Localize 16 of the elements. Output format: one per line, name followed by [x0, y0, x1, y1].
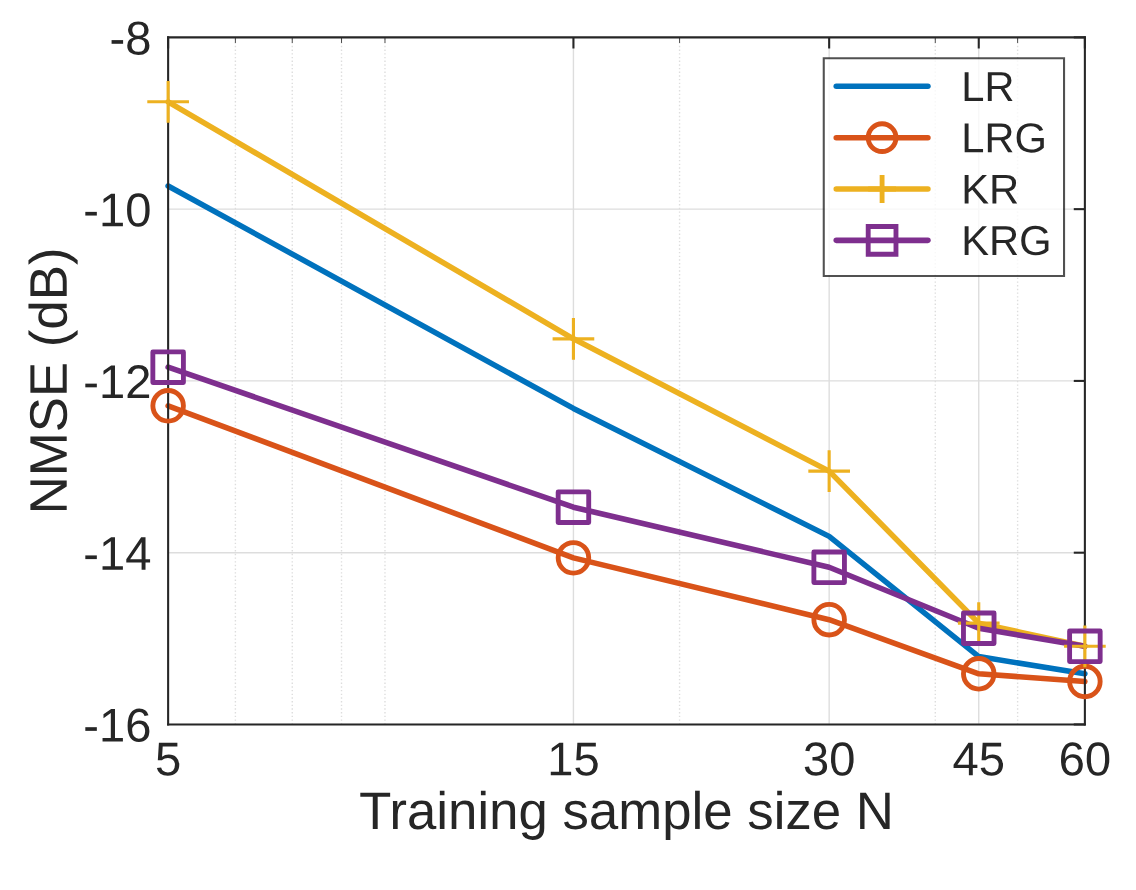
y-tick-label: -16	[85, 708, 150, 743]
y-tick-label: -8	[111, 21, 150, 55]
x-tick-label: 30	[804, 742, 854, 776]
legend-label: KRG	[964, 225, 1049, 256]
x-tick-label: 60	[1061, 742, 1110, 776]
y-tick-label: -10	[85, 193, 150, 227]
legend-label: KR	[964, 174, 1018, 204]
y-tick-label: -12	[85, 365, 150, 399]
legend-label: LR	[964, 72, 1013, 101]
x-tick-label: 5	[156, 742, 180, 776]
y-axis-title: NMSE (dB)	[28, 250, 78, 511]
y-tick-label: -14	[85, 537, 151, 570]
x-axis-title: Training sample size N	[360, 790, 890, 840]
x-tick-label: 45	[953, 742, 1004, 776]
x-tick-label: 15	[550, 742, 598, 776]
legend-label: LRG	[964, 123, 1044, 153]
